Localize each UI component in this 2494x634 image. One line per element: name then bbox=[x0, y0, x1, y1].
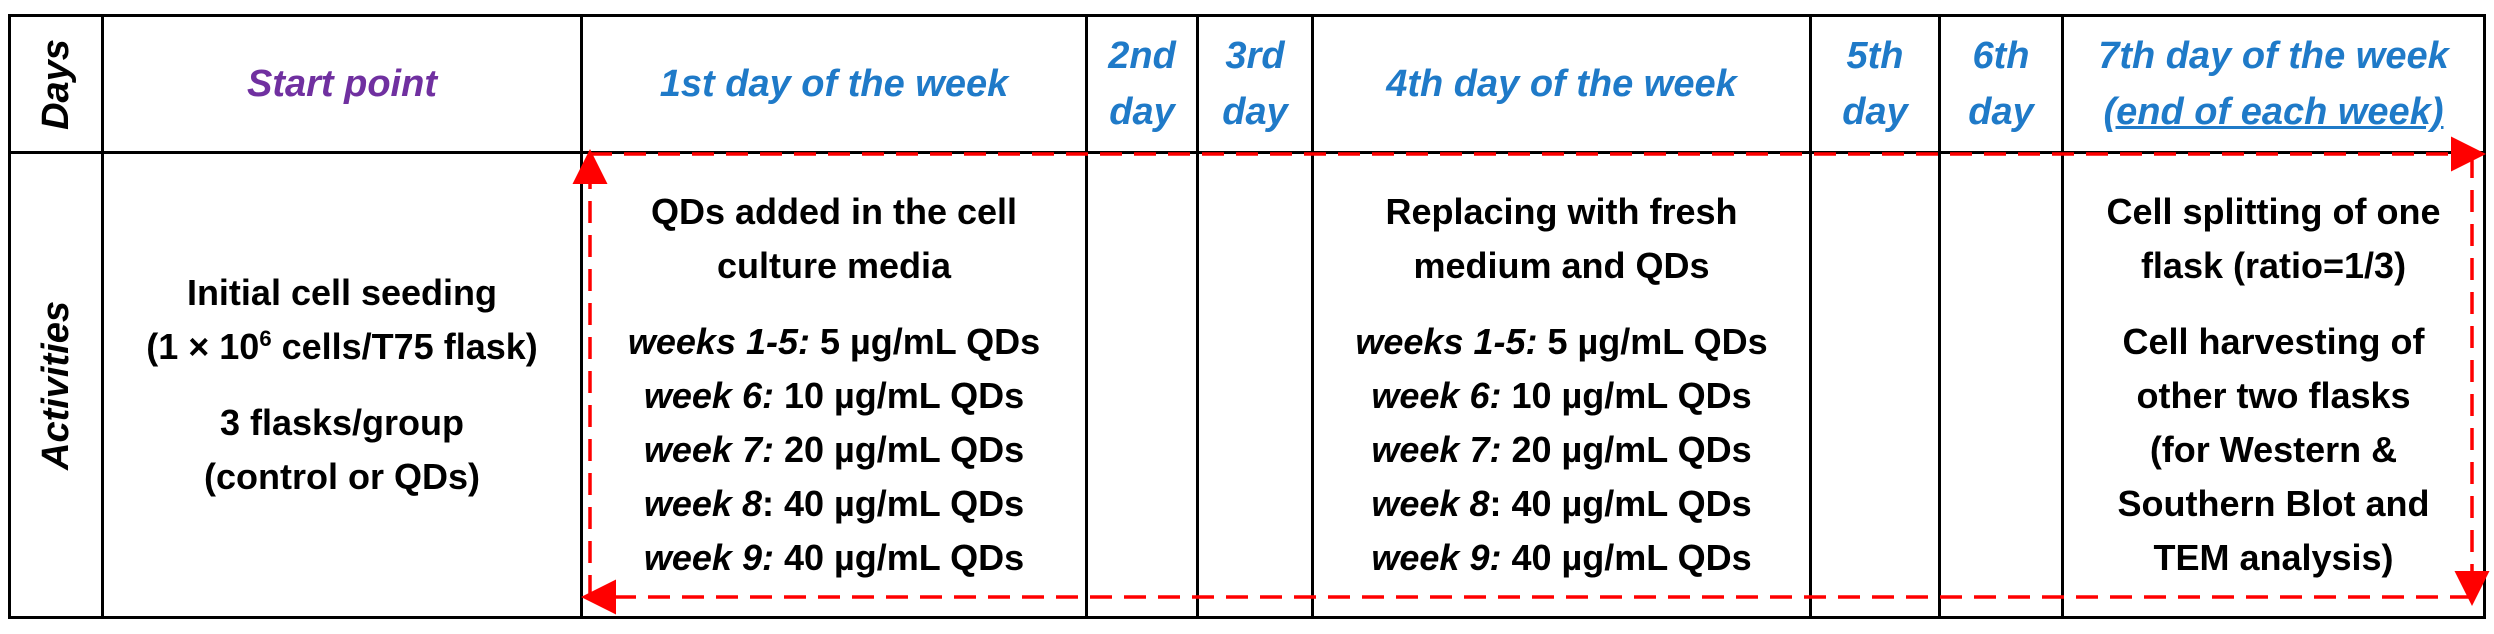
column-divider bbox=[2061, 14, 2064, 619]
dose-week: week 9: bbox=[643, 537, 774, 578]
dose-row: week 8: 40 µg/mL QDs bbox=[644, 477, 1024, 531]
header-day-5-line2: day bbox=[1842, 91, 1908, 133]
day4-activity-line1: Replacing with fresh bbox=[1385, 191, 1738, 232]
header-day-6-line1: 6th bbox=[1972, 35, 2030, 77]
dose-week: weeks 1-5: bbox=[1355, 321, 1538, 362]
day7-activity-line5: (for Western & bbox=[2149, 429, 2398, 470]
header-start-point: Start point bbox=[104, 17, 580, 151]
day1-activity-line1: QDs added in the cell bbox=[650, 191, 1018, 232]
dose-value: 20 µg/mL QDs bbox=[773, 429, 1025, 470]
dose-row: weeks 1-5: 5 µg/mL QDs bbox=[1355, 315, 1767, 369]
activity-day-7: Cell splitting of one flask (ratio=1/3) … bbox=[2064, 154, 2483, 616]
start-activity-line3: 3 flasks/group bbox=[219, 402, 465, 443]
dose-week: week 8 bbox=[1371, 483, 1490, 524]
header-day-3-line2: day bbox=[1222, 91, 1288, 133]
header-day-1: 1st day of the week bbox=[583, 17, 1085, 151]
table-border-top bbox=[8, 14, 2486, 17]
header-day-7-line2: (end of each week) bbox=[2103, 91, 2444, 133]
dose-row: week 8: 40 µg/mL QDs bbox=[1371, 477, 1751, 531]
header-day-6: 6th day bbox=[1941, 17, 2061, 151]
dose-value: 5 µg/mL QDs bbox=[1537, 321, 1768, 362]
activity-start-point: Initial cell seeding (1 × 106 cells/T75 … bbox=[104, 154, 580, 616]
dose-row: weeks 1-5: 5 µg/mL QDs bbox=[628, 315, 1040, 369]
header-start-point-text: Start point bbox=[247, 63, 437, 105]
dose-week: week 9: bbox=[1371, 537, 1502, 578]
dose-value: 5 µg/mL QDs bbox=[809, 321, 1041, 362]
dose-row: week 9: 40 µg/mL QDs bbox=[644, 531, 1024, 585]
day7-activity-line2: flask (ratio=1/3) bbox=[2140, 245, 2407, 286]
dose-value: 10 µg/mL QDs bbox=[773, 375, 1025, 416]
header-day-4: 4th day of the week bbox=[1314, 17, 1809, 151]
header-day-7-line1: 7th day of the week bbox=[2098, 35, 2449, 77]
table-border-left bbox=[8, 14, 11, 619]
start-activity-line4: (control or QDs) bbox=[204, 456, 480, 497]
header-day-2: 2nd day bbox=[1088, 17, 1196, 151]
header-day-1-text: 1st day of the week bbox=[659, 63, 1009, 105]
dose-value: : 40 µg/mL QDs bbox=[761, 483, 1025, 524]
header-day-2-line1: 2nd bbox=[1108, 35, 1176, 77]
dose-week: weeks 1-5: bbox=[627, 321, 810, 362]
dose-row: week 7: 20 µg/mL QDs bbox=[644, 423, 1024, 477]
day7-activity-line1: Cell splitting of one bbox=[2106, 191, 2441, 232]
table-border-right bbox=[2483, 14, 2486, 619]
column-divider bbox=[1809, 14, 1812, 619]
start-activity-line1: Initial cell seeding bbox=[186, 272, 498, 313]
header-day-3: 3rd day bbox=[1199, 17, 1311, 151]
day7-activity-line7: TEM analysis) bbox=[2153, 537, 2394, 578]
start-activity-line2: (1 × 106 cells/T75 flask) bbox=[146, 320, 538, 374]
start-activity-line2-sup: 6 bbox=[259, 326, 272, 351]
header-day-7: 7th day of the week (end of each week) bbox=[2064, 17, 2483, 151]
dose-row: week 7: 20 µg/mL QDs bbox=[1371, 423, 1751, 477]
day1-activity-line2: culture media bbox=[716, 245, 952, 286]
column-divider bbox=[1311, 14, 1314, 619]
header-day-3-line1: 3rd bbox=[1225, 35, 1285, 77]
dose-week: week 7: bbox=[1371, 429, 1502, 470]
dose-week: week 8 bbox=[643, 483, 762, 524]
day7-activity-line6: Southern Blot and bbox=[2117, 483, 2430, 524]
dose-value: 40 µg/mL QDs bbox=[1501, 537, 1752, 578]
dose-value: : 40 µg/mL QDs bbox=[1489, 483, 1752, 524]
start-activity-line2-post: cells/T75 flask) bbox=[271, 326, 538, 367]
dose-week: week 6: bbox=[643, 375, 774, 416]
dose-value: 10 µg/mL QDs bbox=[1501, 375, 1752, 416]
table-border-bottom bbox=[8, 616, 2486, 619]
day4-activity-line2: medium and QDs bbox=[1413, 245, 1710, 286]
dose-value: 20 µg/mL QDs bbox=[1501, 429, 1752, 470]
dose-row: week 6: 10 µg/mL QDs bbox=[1371, 369, 1751, 423]
header-day-4-text: 4th day of the week bbox=[1386, 63, 1737, 105]
column-divider bbox=[1196, 14, 1199, 619]
column-divider bbox=[1085, 14, 1088, 619]
activity-day-4: Replacing with fresh medium and QDs week… bbox=[1314, 154, 1809, 616]
dose-week: week 7: bbox=[643, 429, 774, 470]
day7-activity-line4: other two flasks bbox=[2136, 375, 2411, 416]
start-activity-line2-pre: (1 × 10 bbox=[146, 326, 260, 367]
activity-day-1: QDs added in the cell culture media week… bbox=[583, 154, 1085, 616]
column-divider bbox=[101, 14, 104, 619]
dose-row: week 6: 10 µg/mL QDs bbox=[644, 369, 1024, 423]
header-day-5-line1: 5th bbox=[1846, 35, 1904, 77]
column-divider bbox=[1938, 14, 1941, 619]
header-day-5: 5th day bbox=[1812, 17, 1938, 151]
dose-row: week 9: 40 µg/mL QDs bbox=[1371, 531, 1751, 585]
column-divider bbox=[580, 14, 583, 619]
header-day-2-line2: day bbox=[1109, 91, 1175, 133]
dose-value: 40 µg/mL QDs bbox=[773, 537, 1025, 578]
day7-activity-line3: Cell harvesting of bbox=[2122, 321, 2425, 362]
header-day-6-line2: day bbox=[1968, 91, 2034, 133]
dose-week: week 6: bbox=[1371, 375, 1502, 416]
